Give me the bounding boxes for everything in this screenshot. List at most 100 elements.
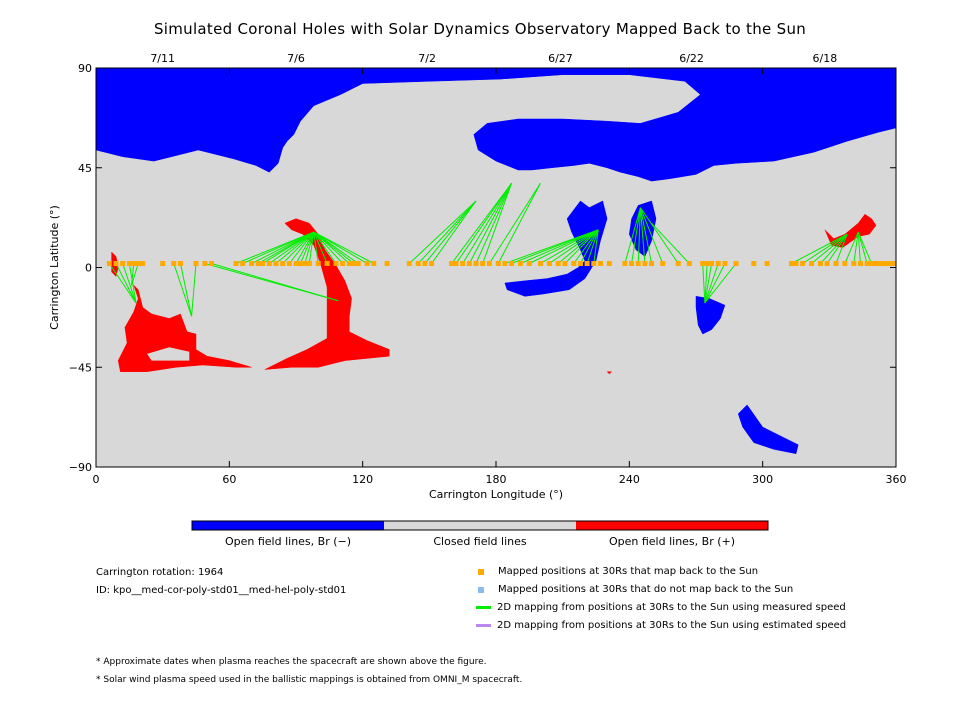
mapped-position-point <box>120 261 126 266</box>
mapped-position-point <box>577 261 583 266</box>
region-equatorial-small-hole-negative <box>695 296 726 335</box>
mapped-position-point <box>209 261 215 266</box>
colorbar-label-negative: Open field lines, Br (−) <box>224 535 352 548</box>
mapped-position-point <box>315 261 321 266</box>
mapped-position-point <box>333 261 339 266</box>
mapped-position-point <box>297 261 303 266</box>
mapped-position-point <box>160 261 166 266</box>
mapping-line <box>640 207 679 264</box>
mapping-line <box>704 263 737 304</box>
mapped-position-point <box>629 261 635 266</box>
mapped-position-point <box>864 261 870 266</box>
mapping-line <box>275 231 315 264</box>
date-label: 6/18 <box>813 52 838 65</box>
mapped-position-point <box>193 261 199 266</box>
mapped-position-point <box>526 261 532 266</box>
mapped-position-point <box>886 261 892 266</box>
mapped-position-point <box>351 261 357 266</box>
mapped-position-point <box>704 261 710 266</box>
mapping-line <box>639 207 664 264</box>
mapping-line <box>529 229 599 264</box>
mapping-line <box>131 263 135 286</box>
mapping-line <box>857 231 868 264</box>
mapping-line <box>115 263 137 304</box>
mapped-position-point <box>660 261 666 266</box>
mapped-position-point <box>293 261 299 266</box>
mapped-position-point <box>113 261 119 266</box>
mapping-line <box>557 229 599 264</box>
mapped-position-point <box>686 261 692 266</box>
mapped-position-point <box>649 261 655 266</box>
mapped-position-point <box>371 261 377 266</box>
mapping-line <box>308 231 315 264</box>
mapped-position-point <box>202 261 208 266</box>
mapped-position-point <box>751 261 757 266</box>
mapped-position-point <box>126 261 132 266</box>
mapping-line <box>295 231 315 264</box>
mapping-line <box>417 200 477 264</box>
mapped-position-point <box>171 261 177 266</box>
mapped-position-point <box>480 261 486 266</box>
mapped-position-point <box>722 261 728 266</box>
mapped-position-point <box>597 261 603 266</box>
mapped-position-point <box>709 261 715 266</box>
legend-item-unmapped: Mapped positions at 30Rs that do not map… <box>478 584 793 595</box>
mapped-position-point <box>364 261 370 266</box>
mapped-position-point <box>135 261 141 266</box>
legend-swatch-estimated <box>476 624 491 627</box>
mapped-position-point <box>429 261 435 266</box>
region-hole-south-west-positive <box>117 285 252 372</box>
region-finger-island <box>591 263 612 277</box>
mapped-position-point <box>809 261 815 266</box>
mapped-position-point <box>255 261 261 266</box>
legend-item-estimated: 2D mapping from positions at 30Rs to the… <box>476 620 846 631</box>
region-hole-central-positive <box>264 218 390 370</box>
mapped-position-point <box>340 261 346 266</box>
chart-title: Simulated Coronal Holes with Solar Dynam… <box>153 20 807 38</box>
mapping-line <box>497 183 541 264</box>
mapping-line <box>288 231 315 264</box>
mapped-position-point <box>422 261 428 266</box>
mapped-position-point <box>857 261 863 266</box>
mapping-line <box>408 200 477 264</box>
mapping-line <box>639 207 653 264</box>
mapped-position-point <box>793 261 799 266</box>
mapping-line <box>313 231 375 264</box>
colorbar-segment <box>192 521 384 530</box>
mapped-position-point <box>473 261 479 266</box>
mapped-position-point <box>449 261 455 266</box>
mapped-position-point <box>266 261 272 266</box>
note-speed: * Solar wind plasma speed used in the ba… <box>96 675 523 685</box>
mapping-line <box>455 182 512 264</box>
mapping-line <box>564 229 599 264</box>
legend-swatch-measured <box>476 606 491 609</box>
mapping-line <box>631 207 641 264</box>
region-north-hole-finger-negative <box>504 200 608 297</box>
mapping-line <box>802 233 848 264</box>
mapped-position-point <box>571 261 577 266</box>
mapping-line <box>262 231 315 264</box>
note-dates: * Approximate dates when plasma reaches … <box>96 657 487 667</box>
y-tick-label: 0 <box>85 262 92 275</box>
colorbar-label-positive: Open field lines, Br (+) <box>608 535 736 548</box>
x-axis-label: Carrington Longitude (°) <box>429 488 563 501</box>
mapped-position-point <box>280 261 286 266</box>
y-tick-label: −45 <box>69 361 92 374</box>
mapping-line <box>637 207 641 264</box>
mapping-line <box>549 229 599 264</box>
mapping-line <box>313 231 344 264</box>
y-tick-label: −90 <box>69 461 92 474</box>
colorbar-label-closed: Closed field lines <box>433 535 527 548</box>
mapping-line <box>624 207 641 264</box>
mapped-position-point <box>453 261 459 266</box>
mapping-line <box>811 233 848 264</box>
mapping-line <box>313 231 328 264</box>
mapping-line <box>835 234 848 264</box>
mapping-line <box>651 222 690 264</box>
mapping-line <box>639 207 646 264</box>
legend-item-mapped: Mapped positions at 30Rs that map back t… <box>478 566 758 577</box>
mapped-position-point <box>591 261 597 266</box>
mapped-position-point <box>715 261 721 266</box>
region-hole-south-tiny-positive <box>606 371 613 375</box>
region-south-west-island <box>147 347 190 361</box>
